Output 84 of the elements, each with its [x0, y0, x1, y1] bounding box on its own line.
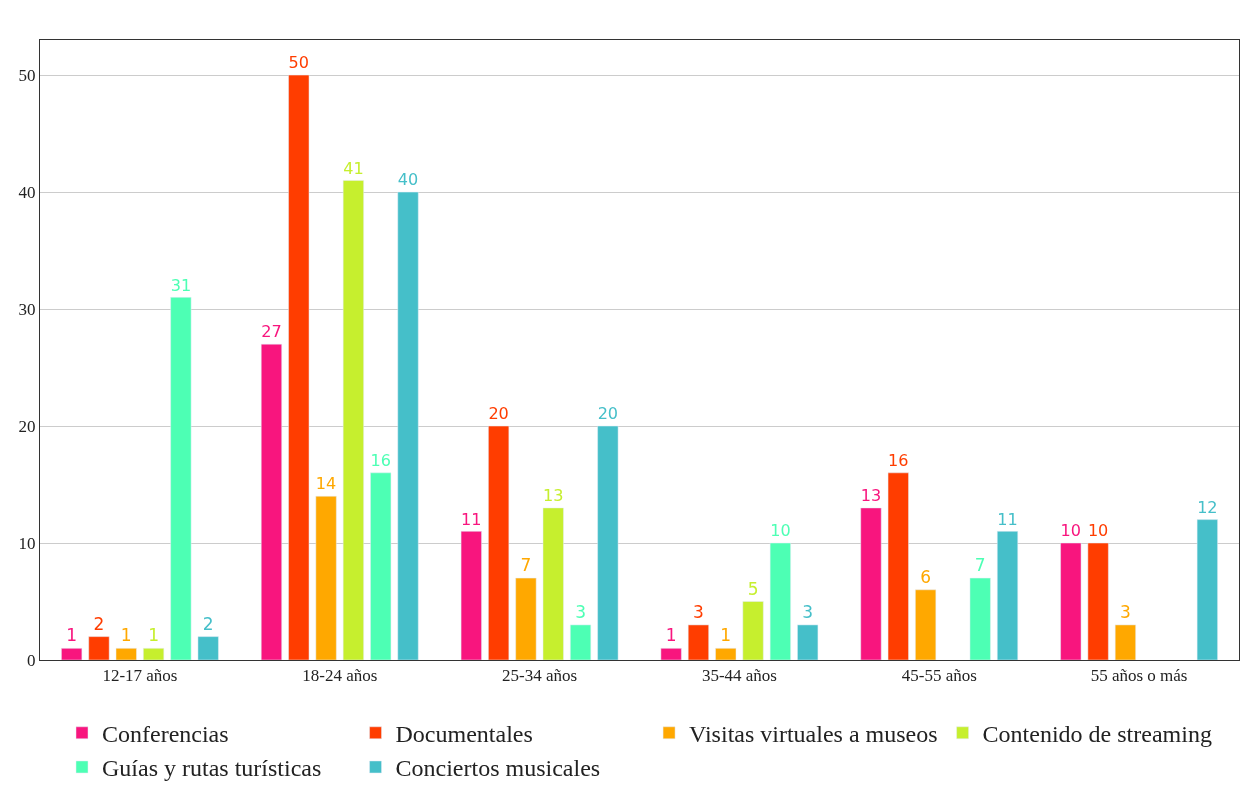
- data-label: 13: [860, 486, 882, 506]
- data-label: 3: [1120, 601, 1131, 622]
- bar: [260, 343, 282, 660]
- x-tick-label: 25-34 años: [502, 666, 578, 686]
- x-tick-label: 45-55 años: [901, 666, 977, 686]
- bar: [288, 74, 310, 660]
- bar: [687, 624, 709, 660]
- data-label: 20: [597, 404, 619, 424]
- bar: [370, 472, 392, 660]
- data-label: 3: [575, 601, 586, 622]
- legend-label: Visitas virtuales a museos: [689, 721, 938, 748]
- legend-label: Guías y rutas turísticas: [102, 755, 322, 782]
- data-label: 6: [920, 566, 932, 587]
- bar: [715, 648, 737, 660]
- data-label: 5: [747, 578, 759, 599]
- data-label: 13: [543, 486, 564, 506]
- x-tick-label: 18-24 años: [302, 666, 378, 686]
- data-label: 1: [720, 625, 732, 646]
- y-tick-label: 10: [18, 533, 36, 553]
- y-tick-label: 20: [18, 416, 36, 436]
- data-label: 11: [461, 509, 482, 529]
- data-label: 16: [888, 451, 909, 471]
- x-tick-label: 12-17 años: [102, 666, 178, 686]
- data-label: 41: [343, 158, 364, 178]
- data-label: 2: [93, 613, 105, 634]
- bar: [797, 624, 819, 660]
- data-label: 2: [202, 613, 214, 634]
- data-label: 3: [802, 601, 814, 622]
- data-label: 14: [315, 474, 337, 494]
- bar: [342, 180, 364, 660]
- bar: [460, 531, 482, 660]
- bar: [1114, 624, 1136, 660]
- bar: [488, 425, 510, 660]
- data-label: 10: [770, 521, 791, 541]
- bar: [88, 636, 110, 660]
- bar: [397, 191, 419, 660]
- bar: [660, 648, 682, 660]
- legend-label: Documentales: [395, 721, 533, 748]
- y-tick-label: 30: [18, 300, 36, 320]
- data-label: 1: [120, 625, 132, 646]
- bar: [170, 297, 192, 660]
- data-label: 1: [148, 625, 159, 646]
- data-label: 1: [665, 625, 677, 646]
- bar: [61, 648, 83, 660]
- bar: [860, 507, 882, 660]
- data-label: 12: [1197, 497, 1218, 517]
- bar: [1060, 542, 1082, 660]
- y-tick-label: 0: [27, 650, 36, 670]
- y-tick-label: 40: [18, 183, 36, 203]
- data-label: 20: [488, 404, 509, 424]
- data-label: 1: [66, 625, 78, 646]
- data-label: 50: [288, 53, 310, 73]
- x-tick-label: 35-44 años: [701, 666, 777, 686]
- data-label: 16: [370, 451, 391, 471]
- bar: [143, 648, 165, 660]
- data-label: 11: [997, 509, 1018, 529]
- bar: [915, 589, 937, 660]
- bar: [969, 577, 991, 660]
- bar: [315, 495, 337, 660]
- y-tick-label: 50: [18, 66, 36, 86]
- bar: [997, 531, 1019, 660]
- data-label: 7: [520, 555, 532, 576]
- legend-label: Conferencias: [102, 721, 229, 748]
- bar: [197, 636, 219, 660]
- bar: [742, 601, 764, 660]
- bar: [597, 425, 619, 660]
- bar: [887, 472, 909, 660]
- data-label: 7: [974, 555, 986, 576]
- data-label: 27: [261, 322, 282, 342]
- data-label: 10: [1087, 521, 1109, 541]
- data-label: 3: [693, 601, 704, 622]
- bar: [769, 542, 791, 660]
- legend-label: Conciertos musicales: [395, 755, 601, 782]
- bar: [1196, 519, 1218, 660]
- legend-label: Contenido de streaming: [982, 721, 1212, 748]
- data-label: 31: [170, 275, 192, 295]
- bar: [570, 624, 592, 660]
- bar: [515, 577, 537, 660]
- data-label: 10: [1060, 521, 1082, 541]
- bar: [115, 648, 137, 660]
- bar: [1087, 542, 1109, 660]
- x-tick-label: 55 años o más: [1090, 666, 1188, 686]
- bar: [542, 507, 564, 660]
- data-label: 40: [397, 170, 419, 190]
